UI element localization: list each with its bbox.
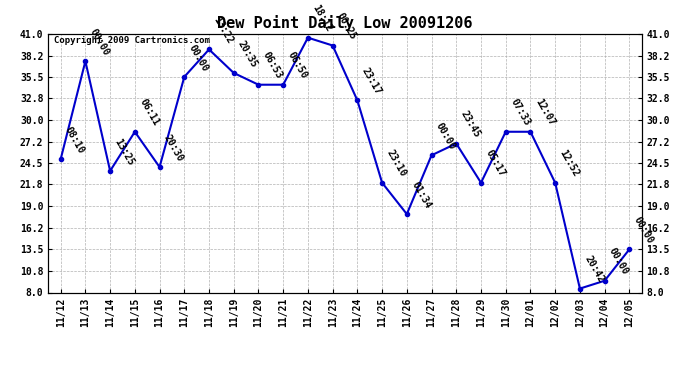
Text: 20:42: 20:42: [582, 254, 606, 285]
Text: 12:52: 12:52: [558, 148, 581, 179]
Text: 23:10: 23:10: [384, 148, 408, 179]
Text: 23:17: 23:17: [360, 66, 383, 96]
Text: 06:50: 06:50: [286, 50, 309, 81]
Text: 23:45: 23:45: [459, 109, 482, 140]
Text: 05:17: 05:17: [484, 148, 507, 179]
Text: 07:33: 07:33: [509, 98, 531, 128]
Text: 13:22: 13:22: [212, 15, 235, 45]
Text: 00:00: 00:00: [88, 27, 111, 57]
Text: 12:07: 12:07: [533, 98, 556, 128]
Text: 08:10: 08:10: [63, 125, 86, 155]
Text: 06:53: 06:53: [261, 50, 284, 81]
Text: 20:35: 20:35: [236, 39, 259, 69]
Text: 20:30: 20:30: [162, 133, 186, 163]
Text: 00:00: 00:00: [187, 42, 210, 73]
Text: 01:34: 01:34: [409, 180, 433, 210]
Text: 06:11: 06:11: [137, 98, 161, 128]
Text: 18:12: 18:12: [310, 3, 334, 34]
Text: Copyright 2009 Cartronics.com: Copyright 2009 Cartronics.com: [55, 36, 210, 45]
Text: 00:25: 00:25: [335, 11, 359, 42]
Text: 13:25: 13:25: [112, 136, 136, 167]
Text: 00:00: 00:00: [607, 246, 631, 277]
Text: 00:00: 00:00: [632, 215, 656, 246]
Text: 00:00: 00:00: [434, 121, 457, 152]
Title: Dew Point Daily Low 20091206: Dew Point Daily Low 20091206: [217, 15, 473, 31]
